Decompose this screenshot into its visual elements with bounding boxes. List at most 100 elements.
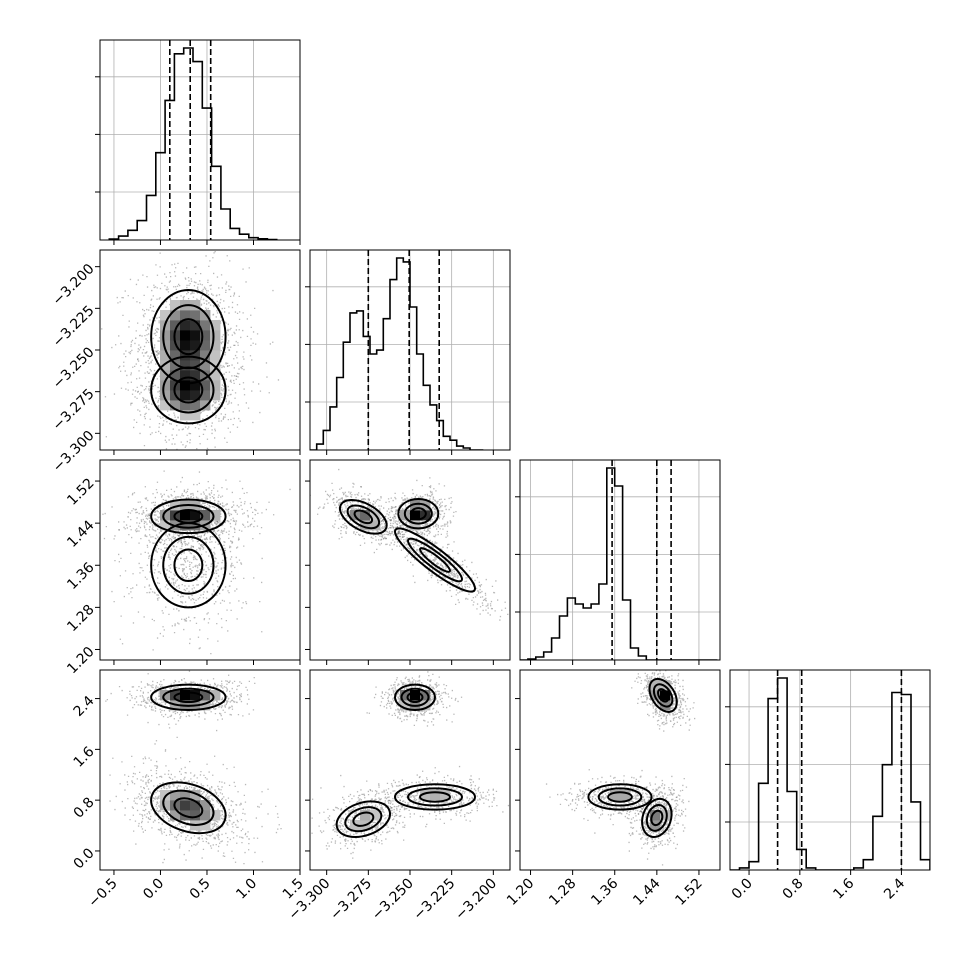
x-tick-label-3-3: 2.4 bbox=[881, 875, 908, 902]
contour-3-2-1-1 bbox=[597, 787, 643, 807]
panel-frame-3-3 bbox=[729, 669, 931, 871]
x-tick-label-2-3: 1.44 bbox=[630, 875, 663, 908]
x-tick-label-2-2: 1.36 bbox=[588, 875, 621, 908]
contours-3-0 bbox=[150, 683, 227, 835]
x-tick-label-3-2: 1.6 bbox=[830, 875, 857, 902]
contours-layer bbox=[150, 289, 678, 838]
contour-3-0-1-0 bbox=[150, 781, 227, 835]
x-tick-label-1-4: −3.200 bbox=[452, 876, 500, 924]
x-tick-label-3-0: 0.0 bbox=[729, 876, 756, 903]
contour-3-0-0-1 bbox=[162, 687, 215, 707]
contour-3-1-2-2 bbox=[419, 791, 451, 803]
x-tick-label-0-3: 1.0 bbox=[233, 876, 260, 903]
y-tick-label-3-2: 1.6 bbox=[71, 744, 98, 771]
contour-3-1-1-2 bbox=[352, 811, 375, 827]
x-tick-label-2-1: 1.28 bbox=[546, 876, 579, 909]
histogram-1 bbox=[310, 257, 484, 450]
y-tick-label-1-4: −3.200 bbox=[50, 261, 98, 309]
y-tick-label-2-4: 1.52 bbox=[64, 475, 97, 508]
contour-3-2-1-0 bbox=[587, 783, 653, 811]
y-tick-label-2-0: 1.20 bbox=[64, 644, 97, 677]
histogram-2 bbox=[520, 467, 718, 660]
contour-1-0-0-0 bbox=[150, 289, 227, 385]
y-tick-label-3-1: 0.8 bbox=[71, 795, 98, 822]
y-tick-label-1-2: −3.250 bbox=[50, 344, 98, 392]
y-tick-label-1-1: −3.275 bbox=[50, 386, 98, 434]
contour-2-1-0-0 bbox=[338, 498, 388, 535]
contour-2-1-1-2 bbox=[409, 507, 427, 521]
x-tick-label-1-3: −3.225 bbox=[411, 876, 459, 924]
contours-2-0 bbox=[150, 498, 227, 609]
panel-frame-2-0 bbox=[99, 459, 301, 661]
contour-3-0-0-0 bbox=[150, 683, 227, 711]
scatter-points-1-0-1 bbox=[100, 318, 280, 450]
contour-1-0-0-2 bbox=[173, 318, 204, 356]
x-tick-label-2-0: 1.20 bbox=[504, 876, 537, 909]
contour-2-1-2-2 bbox=[419, 547, 451, 573]
contour-2-1-1-1 bbox=[403, 502, 433, 525]
contour-3-2-1-2 bbox=[607, 791, 633, 803]
contour-3-1-2-0 bbox=[394, 783, 476, 811]
contour-3-2-2-2 bbox=[650, 809, 664, 827]
histogram-3 bbox=[730, 677, 930, 870]
contour-2-1-0-2 bbox=[353, 509, 374, 525]
contour-3-1-1-0 bbox=[335, 800, 391, 838]
contour-2-0-1-0 bbox=[150, 522, 227, 609]
contour-2-1-0-1 bbox=[346, 504, 381, 530]
y-tick-label-2-3: 1.44 bbox=[64, 517, 97, 550]
density-pixels-1-0 bbox=[160, 300, 221, 421]
x-tick-label-0-1: 0.0 bbox=[140, 876, 167, 903]
contour-3-0-1-1 bbox=[162, 789, 215, 826]
panel-frame-2-1 bbox=[309, 459, 511, 661]
contours-2-1 bbox=[338, 497, 477, 593]
contour-3-1-0-0 bbox=[394, 683, 436, 711]
y-tick-label-2-1: 1.28 bbox=[64, 602, 97, 635]
contour-3-1-0-1 bbox=[400, 687, 430, 707]
contour-3-1-2-1 bbox=[407, 787, 463, 807]
y-tick-label-2-2: 1.36 bbox=[64, 560, 97, 593]
histograms-layer bbox=[108, 40, 930, 870]
contour-1-0-1-0 bbox=[150, 355, 227, 425]
contour-2-0-0-0 bbox=[150, 498, 227, 535]
contour-2-1-1-0 bbox=[397, 497, 440, 530]
x-tick-label-1-2: −3.250 bbox=[369, 876, 417, 924]
contour-2-1-2-0 bbox=[393, 527, 477, 593]
scatter-panel-3-2 bbox=[545, 670, 696, 866]
x-tick-label-2-4: 1.52 bbox=[672, 876, 705, 909]
histogram-0 bbox=[108, 47, 278, 240]
contour-3-2-2-1 bbox=[645, 804, 668, 832]
contour-3-1-0-2 bbox=[406, 691, 424, 704]
contour-3-2-0-2 bbox=[657, 688, 670, 703]
axes-frames-layer bbox=[99, 39, 931, 871]
contour-3-2-2-0 bbox=[641, 797, 673, 838]
y-tick-label-3-0: 0.0 bbox=[71, 845, 98, 872]
contours-1-0 bbox=[150, 289, 227, 425]
contour-2-0-0-1 bbox=[162, 503, 215, 529]
x-tick-label-1-1: −3.275 bbox=[327, 876, 375, 924]
scatter-points-3-2-0 bbox=[631, 670, 696, 732]
contour-3-1-1-1 bbox=[344, 806, 383, 833]
panel-frame-2-2 bbox=[519, 459, 721, 661]
panel-frame-3-2 bbox=[519, 669, 721, 871]
panel-frame-3-0 bbox=[99, 669, 301, 871]
x-tick-label-3-1: 0.8 bbox=[780, 876, 807, 903]
contours-3-1 bbox=[335, 683, 476, 838]
contour-2-0-1-2 bbox=[173, 548, 204, 583]
contour-2-0-0-2 bbox=[173, 509, 204, 524]
y-tick-label-3-3: 2.4 bbox=[71, 693, 98, 720]
contour-3-2-0-0 bbox=[648, 677, 678, 713]
x-tick-label-0-0: −0.5 bbox=[85, 876, 120, 911]
scatter-points-3-1-1 bbox=[310, 774, 430, 859]
y-tick-label-1-0: −3.300 bbox=[50, 428, 98, 476]
y-tick-label-1-3: −3.225 bbox=[50, 303, 98, 351]
x-tick-label-0-2: 0.5 bbox=[187, 876, 214, 903]
contour-3-0-0-2 bbox=[173, 691, 204, 704]
contour-3-0-1-2 bbox=[173, 797, 204, 819]
gridlines-layer bbox=[100, 40, 930, 870]
contour-1-0-1-1 bbox=[162, 366, 215, 414]
contours-3-2 bbox=[587, 677, 678, 838]
contour-3-2-0-1 bbox=[652, 683, 674, 708]
contour-1-0-1-2 bbox=[173, 376, 204, 404]
panel-frame-0-0 bbox=[99, 39, 301, 241]
